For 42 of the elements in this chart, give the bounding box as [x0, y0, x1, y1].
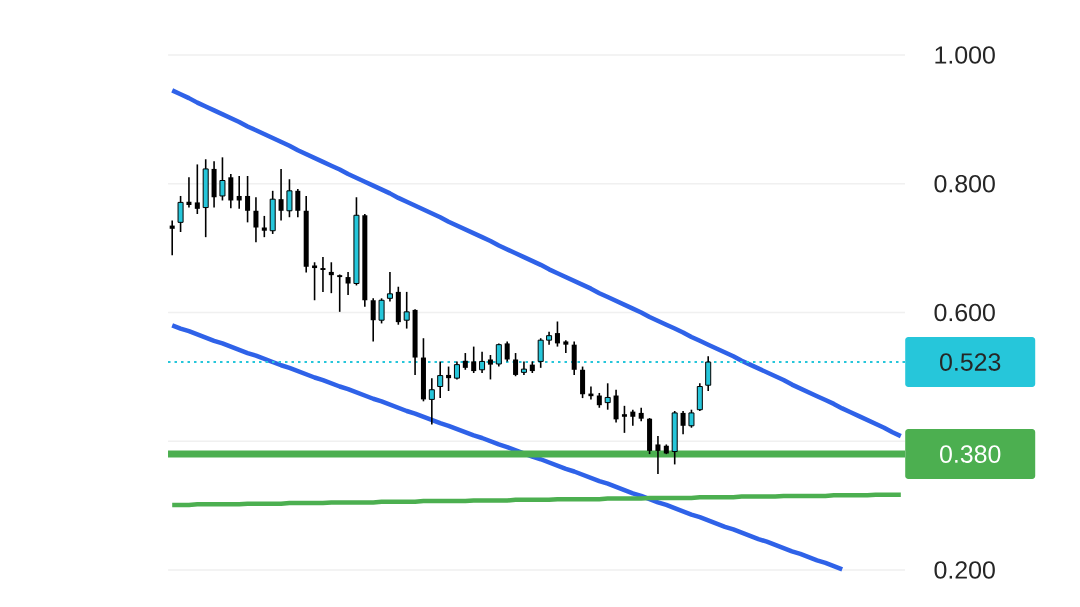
candlestick — [428, 377, 435, 426]
candlestick — [228, 173, 234, 209]
candlestick — [554, 320, 560, 348]
y-tick-label: 0.200 — [934, 561, 995, 579]
y-tick-label: 1.000 — [935, 46, 995, 64]
candlestick — [337, 273, 343, 313]
candlestick — [186, 176, 192, 209]
candlestick — [219, 156, 226, 202]
candlestick — [680, 410, 686, 435]
candlestick — [320, 256, 326, 293]
candlestick — [245, 175, 251, 224]
candlestick — [169, 219, 175, 256]
candlestick — [613, 388, 619, 424]
candlestick — [261, 215, 267, 238]
candlestick — [513, 352, 519, 378]
candlestick — [194, 163, 200, 215]
candlestick — [286, 178, 293, 219]
candlestick — [177, 195, 184, 233]
ref-line-label: 0.523 — [940, 353, 1001, 371]
candlestick — [403, 291, 410, 330]
y-tick-label: 0.600 — [934, 303, 995, 322]
candlestick — [312, 261, 318, 302]
y-tick-label: 0.800 — [934, 174, 995, 193]
ref-line-label: 0.380 — [940, 445, 1001, 463]
candlestick — [621, 405, 627, 434]
candlestick — [328, 261, 334, 294]
candlestick — [471, 345, 477, 374]
candlestick — [446, 365, 452, 392]
candlestick — [604, 382, 611, 411]
candlestick — [688, 408, 695, 429]
candlestick — [696, 382, 703, 412]
candlestick — [655, 435, 661, 475]
candlestick — [378, 297, 385, 325]
candlestick — [479, 350, 486, 374]
candlestick — [386, 271, 393, 303]
candlestick — [487, 354, 493, 381]
candlestick — [253, 196, 259, 244]
candlestick — [278, 168, 284, 222]
candlestick — [295, 188, 301, 219]
candlestick — [504, 340, 510, 363]
candlestick — [345, 271, 351, 296]
candlestick — [370, 297, 376, 343]
